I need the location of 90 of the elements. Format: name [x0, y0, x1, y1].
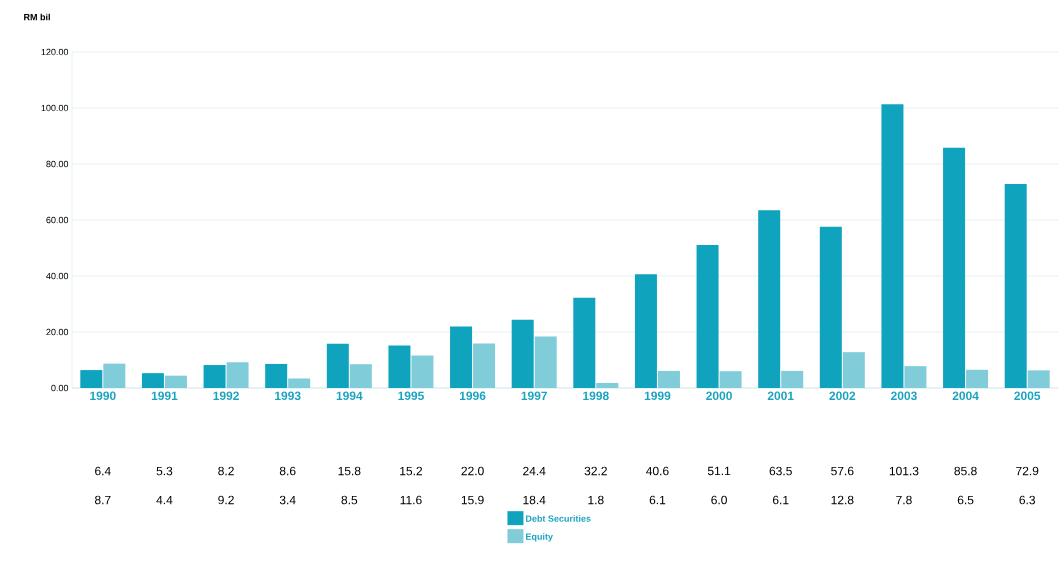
- bar: [450, 326, 473, 388]
- y-tick-label: 100.00: [41, 104, 69, 112]
- data-label: 32.2: [584, 466, 607, 476]
- bar: [657, 370, 680, 388]
- bar: [596, 382, 619, 388]
- x-tick-label: 1993: [275, 391, 301, 401]
- bar: [781, 370, 804, 388]
- data-label: 6.1: [649, 495, 666, 505]
- x-tick-label: 1997: [521, 391, 548, 401]
- bar: [758, 210, 781, 388]
- data-label: 22.0: [461, 466, 484, 476]
- data-label: 11.6: [400, 495, 422, 505]
- y-tick-label: 0.00: [51, 384, 69, 392]
- bar: [226, 362, 249, 388]
- bar: [943, 147, 966, 388]
- data-label: 9.2: [218, 495, 234, 505]
- data-label: 85.8: [954, 466, 977, 476]
- data-label: 6.3: [1019, 495, 1036, 505]
- x-tick-label: 2000: [706, 391, 732, 401]
- x-tick-label: 2001: [767, 391, 794, 401]
- data-label: 12.8: [831, 495, 854, 505]
- x-tick-label: 1991: [151, 391, 178, 401]
- x-tick-label: 2003: [891, 391, 917, 401]
- bar: [634, 274, 657, 388]
- data-label: 5.3: [156, 466, 173, 476]
- data-label: 3.4: [279, 495, 296, 505]
- bar: [1027, 370, 1050, 388]
- bar: [881, 104, 904, 388]
- data-label: 4.4: [156, 495, 173, 505]
- data-label: 7.8: [896, 495, 912, 505]
- data-label: 72.9: [1016, 466, 1039, 476]
- data-label: 8.5: [341, 495, 358, 505]
- y-tick-label: 20.00: [46, 328, 69, 336]
- data-label: 6.5: [957, 495, 974, 505]
- x-tick-label: 1996: [459, 391, 486, 401]
- data-label: 18.4: [523, 495, 546, 505]
- legend-label: Equity: [526, 533, 553, 542]
- x-tick-label: 2005: [1014, 391, 1041, 401]
- data-label: 8.7: [94, 495, 111, 505]
- y-axis-title: RM bil: [24, 13, 50, 21]
- bar: [534, 336, 557, 388]
- bar: [473, 343, 496, 388]
- data-label: 6.1: [772, 495, 789, 505]
- bar: [966, 369, 989, 388]
- x-tick-label: 1999: [644, 391, 671, 401]
- y-tick-label: 120.00: [41, 48, 69, 56]
- data-label: 63.5: [769, 466, 792, 476]
- x-tick-label: 1998: [583, 391, 609, 401]
- bar: [288, 378, 311, 388]
- bar: [1004, 183, 1027, 388]
- data-label: 6.4: [95, 466, 111, 476]
- bar: [696, 244, 719, 388]
- bar: [719, 371, 742, 388]
- bar: [265, 363, 288, 388]
- data-label: 101.3: [889, 466, 919, 476]
- x-tick-label: 1995: [398, 391, 424, 401]
- y-tick-label: 60.00: [46, 216, 69, 224]
- y-tick-label: 80.00: [46, 160, 69, 168]
- bar: [388, 345, 411, 388]
- bar: [819, 226, 842, 388]
- x-tick-label: 2004: [952, 391, 979, 401]
- bar: [141, 373, 164, 388]
- legend-label: Debt Securities: [526, 515, 591, 522]
- bar: [511, 319, 534, 388]
- bar: [349, 364, 372, 388]
- bar: [103, 363, 126, 388]
- bar: [164, 375, 187, 388]
- data-label: 24.4: [523, 466, 546, 476]
- data-label: 8.6: [279, 466, 296, 476]
- data-label: 51.1: [707, 466, 731, 476]
- bar: [842, 352, 865, 388]
- data-label: 57.6: [831, 466, 854, 476]
- bar: [573, 297, 596, 388]
- data-label: 6.0: [711, 495, 727, 505]
- bar: [326, 343, 349, 388]
- bar: [203, 365, 226, 388]
- x-tick-label: 1994: [336, 391, 363, 401]
- data-label: 15.8: [338, 466, 361, 476]
- data-label: 40.6: [646, 466, 669, 476]
- data-label: 15.9: [461, 495, 484, 505]
- x-tick-label: 1992: [213, 391, 239, 401]
- data-label: 15.2: [400, 466, 423, 476]
- bar: [80, 370, 103, 388]
- data-label: 8.2: [218, 466, 234, 476]
- bar: [904, 366, 927, 388]
- bar: [411, 355, 434, 388]
- data-label: 1.8: [588, 495, 604, 505]
- x-tick-label: 2002: [829, 391, 856, 401]
- x-tick-label: 1990: [90, 391, 116, 401]
- y-tick-label: 40.00: [46, 272, 69, 280]
